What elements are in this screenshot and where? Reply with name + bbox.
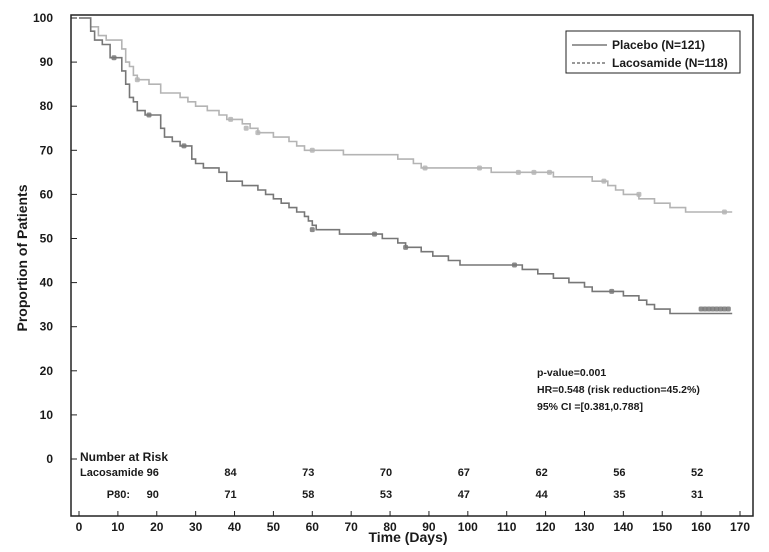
risk-value: 31 (691, 489, 703, 501)
y-tick-label: 80 (40, 99, 54, 113)
placebo-censor-mark (511, 262, 517, 268)
x-tick-label: 130 (574, 520, 594, 534)
y-tick-label: 70 (40, 143, 54, 157)
placebo-censor-mark (725, 306, 731, 312)
x-tick-label: 20 (150, 520, 164, 534)
x-tick-label: 30 (189, 520, 203, 534)
x-tick-label: 50 (267, 520, 281, 534)
risk-value: 47 (458, 489, 470, 501)
lacosamide-censor-mark (515, 169, 521, 175)
x-tick-label: 140 (613, 520, 633, 534)
x-axis-title: Time (Days) (368, 529, 447, 545)
x-tick-label: 10 (111, 520, 125, 534)
risk-value: 70 (380, 467, 392, 479)
y-tick-label: 40 (40, 276, 54, 290)
y-tick-label: 30 (40, 320, 54, 334)
y-axis: 0 10 20 30 40 50 60 70 80 90 100 (33, 11, 77, 466)
placebo-curve (79, 17, 733, 315)
risk-value: 53 (380, 489, 392, 501)
placebo-censor-mark (698, 306, 704, 312)
x-tick-label: 0 (76, 520, 83, 534)
y-tick-label: 90 (40, 55, 54, 69)
x-tick-label: 160 (691, 520, 711, 534)
lacosamide-censor-mark (601, 178, 607, 184)
risk-values: 96 84 73 70 67 62 56 52 90 71 58 53 47 44 35 31 (147, 467, 704, 501)
survival-curves (79, 17, 733, 315)
risk-value: 56 (613, 467, 625, 479)
y-tick-label: 10 (40, 408, 54, 422)
lacosamide-censor-mark (309, 147, 315, 153)
risk-value: 84 (224, 467, 237, 479)
number-at-risk-table: Number at Risk Lacosamide P80: 96 84 73 70 6… (80, 450, 703, 501)
lacosamide-censor-mark (721, 209, 727, 215)
legend-lacosamide-label: Lacosamide (N=118) (612, 56, 728, 70)
y-axis-title: Proportion of Patients (14, 184, 30, 331)
risk-row-label-lacosamide: Lacosamide (80, 467, 144, 479)
lacosamide-censor-mark (531, 169, 537, 175)
placebo-censor-mark (714, 306, 720, 312)
risk-value: 96 (147, 467, 159, 479)
lacosamide-curve (79, 17, 733, 213)
lacosamide-censor-mark (243, 125, 249, 131)
y-tick-label: 60 (40, 187, 54, 201)
plot-frame (70, 14, 754, 517)
risk-value: 35 (613, 489, 625, 501)
x-tick-label: 120 (536, 520, 556, 534)
x-tick-label: 70 (344, 520, 358, 534)
lacosamide-censor-mark (255, 130, 261, 136)
risk-value: 44 (535, 489, 548, 501)
placebo-censor-mark (181, 143, 187, 149)
x-tick-label: 80 (383, 520, 397, 534)
lacosamide-censor-mark (422, 165, 428, 171)
risk-value: 58 (302, 489, 314, 501)
risk-row-label-p80: P80: (107, 489, 130, 501)
risk-value: 90 (147, 489, 159, 501)
x-tick-label: 40 (228, 520, 242, 534)
x-tick-label: 170 (730, 520, 750, 534)
risk-value: 62 (535, 467, 547, 479)
placebo-censor-mark (146, 112, 152, 118)
lacosamide-censor-mark (134, 77, 140, 83)
placebo-censor-mark (721, 306, 727, 312)
y-tick-label: 100 (33, 11, 53, 25)
p-value-text: p-value=0.001 (537, 367, 606, 379)
y-tick-label: 50 (40, 232, 54, 246)
placebo-censor-mark (372, 231, 378, 237)
placebo-censor-mark (111, 55, 117, 61)
risk-value: 67 (458, 467, 470, 479)
risk-value: 71 (224, 489, 236, 501)
legend-box (565, 30, 741, 74)
risk-value: 52 (691, 467, 703, 479)
x-axis: 0 10 20 30 40 50 60 70 80 90 100 110 120 130 140 150 160… (76, 511, 750, 534)
hazard-ratio-text: HR=0.548 (risk reduction=45.2%) (537, 384, 700, 396)
lacosamide-censor-mark (476, 165, 482, 171)
lacosamide-censor-mark (636, 191, 642, 197)
confidence-interval-text: 95% CI =[0.381,0.788] (537, 401, 643, 413)
risk-value: 73 (302, 467, 314, 479)
x-tick-label: 60 (306, 520, 320, 534)
x-tick-label: 100 (458, 520, 478, 534)
lacosamide-censor-mark (546, 169, 552, 175)
placebo-censor-mark (710, 306, 716, 312)
y-tick-label: 20 (40, 364, 54, 378)
x-tick-label: 150 (652, 520, 672, 534)
legend-placebo-label: Placebo (N=121) (612, 38, 705, 52)
placebo-censor-mark (718, 306, 724, 312)
placebo-censor-mark (403, 244, 409, 250)
legend: Placebo (N=121) Lacosamide (N=118) (565, 30, 741, 74)
placebo-censor-mark (309, 227, 315, 233)
y-tick-label: 0 (46, 452, 53, 466)
x-tick-label: 110 (497, 520, 517, 534)
x-tick-label: 90 (422, 520, 436, 534)
number-at-risk-title: Number at Risk (80, 450, 168, 464)
lacosamide-censor-mark (228, 116, 234, 122)
placebo-censor-mark (706, 306, 712, 312)
statistics-annotation: p-value=0.001 HR=0.548 (risk reduction=4… (537, 367, 700, 413)
placebo-censor-mark (609, 288, 615, 294)
placebo-censor-mark (702, 306, 708, 312)
